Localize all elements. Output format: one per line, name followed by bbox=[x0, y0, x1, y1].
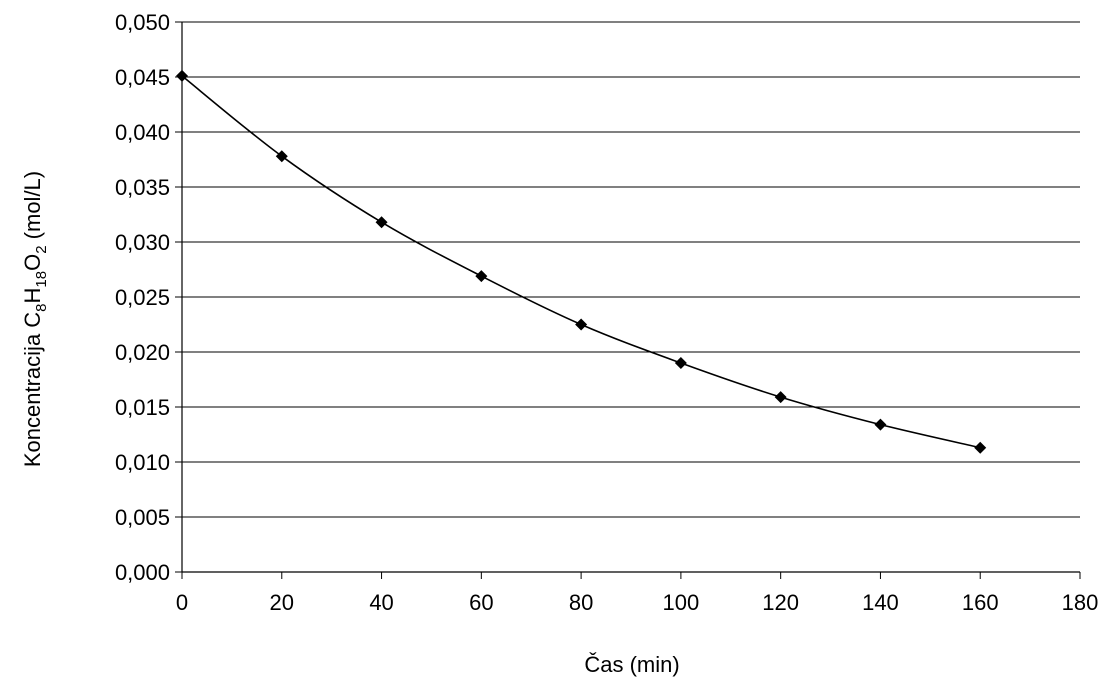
data-point bbox=[774, 391, 787, 404]
x-tick-label: 160 bbox=[962, 590, 999, 615]
y-axis-title-h: H bbox=[20, 288, 45, 304]
y-tick-label: 0,045 bbox=[115, 65, 170, 90]
x-tick-label: 0 bbox=[176, 590, 188, 615]
y-tick-label: 0,005 bbox=[115, 505, 170, 530]
data-point bbox=[176, 69, 188, 82]
y-axis-title-prefix: Koncentracija C bbox=[20, 312, 45, 467]
y-axis-title-sub1: 8 bbox=[33, 303, 50, 311]
x-tick-label: 140 bbox=[862, 590, 899, 615]
data-point bbox=[475, 270, 488, 283]
y-axis-title-sub2: 18 bbox=[33, 271, 50, 288]
y-tick-label: 0,000 bbox=[115, 560, 170, 585]
grid bbox=[182, 21, 1080, 518]
data-point bbox=[575, 318, 588, 331]
x-tick-label: 60 bbox=[469, 590, 493, 615]
data-point bbox=[974, 441, 987, 454]
y-axis-title-sub3: 2 bbox=[33, 245, 50, 253]
y-axis-title-o: O bbox=[20, 254, 45, 271]
tick-labels: 0,000 0,005 0,010 0,015 0,020 0,025 0,030 0,035… bbox=[115, 10, 1098, 615]
y-tick-label: 0,035 bbox=[115, 175, 170, 200]
x-tick-label: 80 bbox=[569, 590, 593, 615]
data-point bbox=[275, 150, 288, 163]
series-layer bbox=[176, 69, 987, 454]
y-tick-label: 0,015 bbox=[115, 395, 170, 420]
x-tick-label: 120 bbox=[762, 590, 799, 615]
x-tick-label: 180 bbox=[1062, 590, 1099, 615]
y-axis-title-suffix: (mol/L) bbox=[20, 171, 45, 246]
data-point bbox=[375, 216, 388, 229]
x-tick-label: 100 bbox=[663, 590, 700, 615]
data-point bbox=[874, 418, 887, 431]
y-tick-label: 0,040 bbox=[115, 120, 170, 145]
y-axis-title: Koncentracija C8H18O2 (mol/L) bbox=[20, 171, 50, 467]
data-point bbox=[674, 357, 687, 369]
x-tick-label: 20 bbox=[270, 590, 294, 615]
y-tick-label: 0,020 bbox=[115, 340, 170, 365]
y-tick-label: 0,030 bbox=[115, 230, 170, 255]
y-tick-label: 0,010 bbox=[115, 450, 170, 475]
x-tick-label: 40 bbox=[369, 590, 393, 615]
axes bbox=[175, 21, 1081, 579]
y-tick-label: 0,025 bbox=[115, 285, 170, 310]
x-axis-title: Čas (min) bbox=[584, 652, 679, 677]
y-tick-label: 0,050 bbox=[115, 10, 170, 35]
